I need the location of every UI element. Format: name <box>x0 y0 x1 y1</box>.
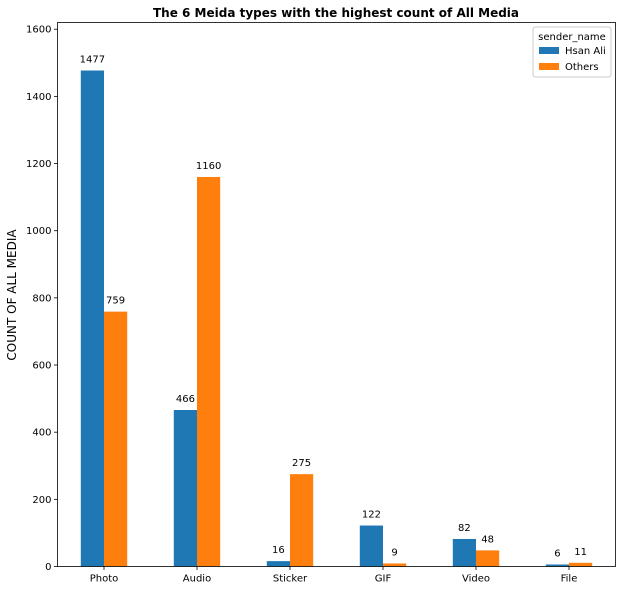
chart-title: The 6 Meida types with the highest count… <box>153 6 519 20</box>
legend-entry: Others <box>565 62 599 73</box>
plot-frame <box>57 22 616 567</box>
x-tick-label: Photo <box>90 574 119 585</box>
y-tick-label: 400 <box>32 428 51 439</box>
y-tick-label: 1400 <box>26 92 51 103</box>
bar-photo-others <box>104 311 128 567</box>
data-label: 11 <box>574 547 587 558</box>
x-tick-label: Sticker <box>273 574 308 585</box>
bar-gif-hsan-ali <box>359 525 383 567</box>
x-tick-label: File <box>561 574 578 585</box>
data-label: 1160 <box>196 161 221 172</box>
y-tick-label: 1600 <box>26 25 51 36</box>
legend-title: sender_name <box>538 32 606 43</box>
y-tick-label: 600 <box>32 361 51 372</box>
y-tick-label: 800 <box>32 293 51 304</box>
data-label: 275 <box>292 458 311 469</box>
data-label: 759 <box>106 296 125 307</box>
legend-swatch <box>539 47 559 54</box>
legend-swatch <box>539 63 559 70</box>
bar-audio-hsan-ali <box>173 410 197 567</box>
y-axis: 0 200 400 600 800 1000 1200 1400 1600 <box>26 25 58 573</box>
legend: sender_name Hsan Ali Others <box>532 26 612 78</box>
data-label: 82 <box>458 523 471 534</box>
data-label: 9 <box>391 547 397 558</box>
y-tick-label: 1200 <box>26 159 51 170</box>
bar-sticker-others <box>290 474 314 567</box>
y-axis-label: COUNT OF ALL MEDIA <box>5 229 19 361</box>
data-label: 466 <box>176 394 195 405</box>
bar-file-others <box>569 562 593 567</box>
bar-sticker-hsan-ali <box>266 561 290 567</box>
legend-entry: Hsan Ali <box>565 46 606 57</box>
bars-group: 1477 759 466 1160 16 275 122 9 82 48 6 11 <box>80 55 593 567</box>
y-tick-label: 0 <box>45 562 51 573</box>
x-tick-label: Video <box>462 574 490 585</box>
bar-photo-hsan-ali <box>80 70 104 567</box>
y-tick-label: 200 <box>32 495 51 506</box>
data-label: 16 <box>272 545 285 556</box>
y-tick-label: 1000 <box>26 226 51 237</box>
bar-video-others <box>476 550 500 567</box>
data-label: 6 <box>554 548 560 559</box>
bar-video-hsan-ali <box>452 538 476 567</box>
data-label: 122 <box>362 510 381 521</box>
x-tick-label: Audio <box>183 574 211 585</box>
bar-audio-others <box>197 176 221 567</box>
data-label: 1477 <box>80 55 105 66</box>
bar-gif-others <box>383 563 407 567</box>
bar-file-hsan-ali <box>545 564 569 567</box>
x-axis: Photo Audio Sticker GIF Video File <box>90 566 578 585</box>
x-tick-label: GIF <box>375 574 392 585</box>
data-label: 48 <box>481 534 494 545</box>
